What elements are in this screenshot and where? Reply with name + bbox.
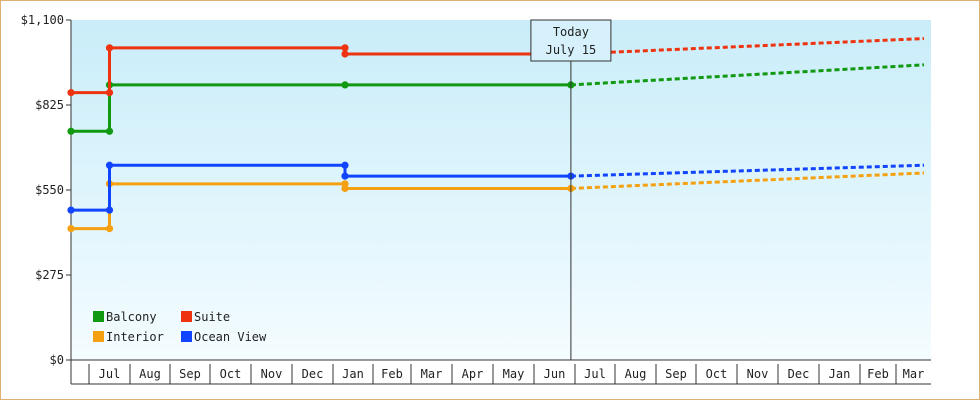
data-point-ocean-view: [105, 206, 114, 214]
data-point-suite: [341, 44, 349, 52]
x-tick-label: Jul: [584, 367, 606, 381]
data-point-balcony: [341, 81, 349, 89]
x-tick-label: Sep: [179, 367, 201, 381]
x-tick-label: Jun: [544, 367, 566, 381]
forecast-line-ocean-view: [570, 163, 925, 178]
data-point-suite: [105, 89, 114, 97]
x-tick-label: Aug: [139, 367, 161, 381]
data-point-balcony: [105, 127, 114, 135]
legend-swatch-suite: [181, 311, 192, 322]
x-tick-label: Dec: [788, 367, 810, 381]
data-point-interior: [341, 184, 349, 193]
x-tick-label: Nov: [261, 367, 283, 381]
x-tick-label: Dec: [302, 367, 324, 381]
data-point-suite: [341, 50, 349, 58]
today-date: July 15: [546, 43, 597, 57]
forecast-line-balcony: [570, 63, 925, 87]
today-box: [530, 19, 612, 62]
forecast-line-suite: [570, 37, 925, 56]
y-tick-label: $825: [35, 98, 64, 112]
x-tick-label: Sep: [665, 367, 687, 381]
data-point-ocean-view: [341, 172, 349, 180]
series-line-suite: [71, 46, 571, 95]
y-tick-label: $550: [35, 183, 64, 197]
data-point-balcony: [67, 127, 75, 135]
x-tick-label: Nov: [747, 367, 769, 381]
x-tick-label: Aug: [625, 367, 647, 381]
legend-label-balcony: Balcony: [106, 310, 157, 324]
legend-swatch-interior: [93, 331, 104, 342]
today-label: Today: [553, 25, 589, 39]
data-point-suite: [67, 89, 75, 97]
x-tick-label: Oct: [706, 367, 728, 381]
legend-label-suite: Suite: [194, 310, 230, 324]
x-tick-label: Jul: [99, 367, 121, 381]
x-tick-label: Jan: [342, 367, 364, 381]
x-tick-label: Jan: [829, 367, 851, 381]
x-tick-label: Oct: [220, 367, 242, 381]
x-tick-label: Mar: [903, 367, 925, 381]
data-point-ocean-view: [105, 161, 114, 169]
plot-background: [71, 20, 931, 360]
data-point-ocean-view: [67, 206, 75, 214]
y-tick-label: $275: [35, 268, 64, 282]
x-tick-label: Feb: [867, 367, 889, 381]
y-tick-label: $0: [50, 353, 64, 367]
series-line-ocean-view: [71, 163, 571, 212]
legend-label-interior: Interior: [106, 330, 164, 344]
legend-swatch-balcony: [93, 311, 104, 322]
legend-swatch-ocean-view: [181, 331, 192, 342]
data-point-ocean-view: [341, 161, 349, 169]
x-tick-label: Mar: [421, 367, 443, 381]
data-point-interior: [105, 225, 114, 233]
series-line-interior: [71, 182, 571, 231]
x-tick-label: May: [503, 367, 525, 381]
data-point-suite: [105, 44, 114, 52]
forecast-line-interior: [570, 171, 925, 190]
data-point-interior: [67, 225, 75, 233]
legend-label-ocean-view: Ocean View: [194, 330, 267, 344]
x-tick-label: Feb: [381, 367, 403, 381]
y-tick-label: $1,100: [21, 13, 64, 27]
x-tick-label: Apr: [462, 367, 484, 381]
